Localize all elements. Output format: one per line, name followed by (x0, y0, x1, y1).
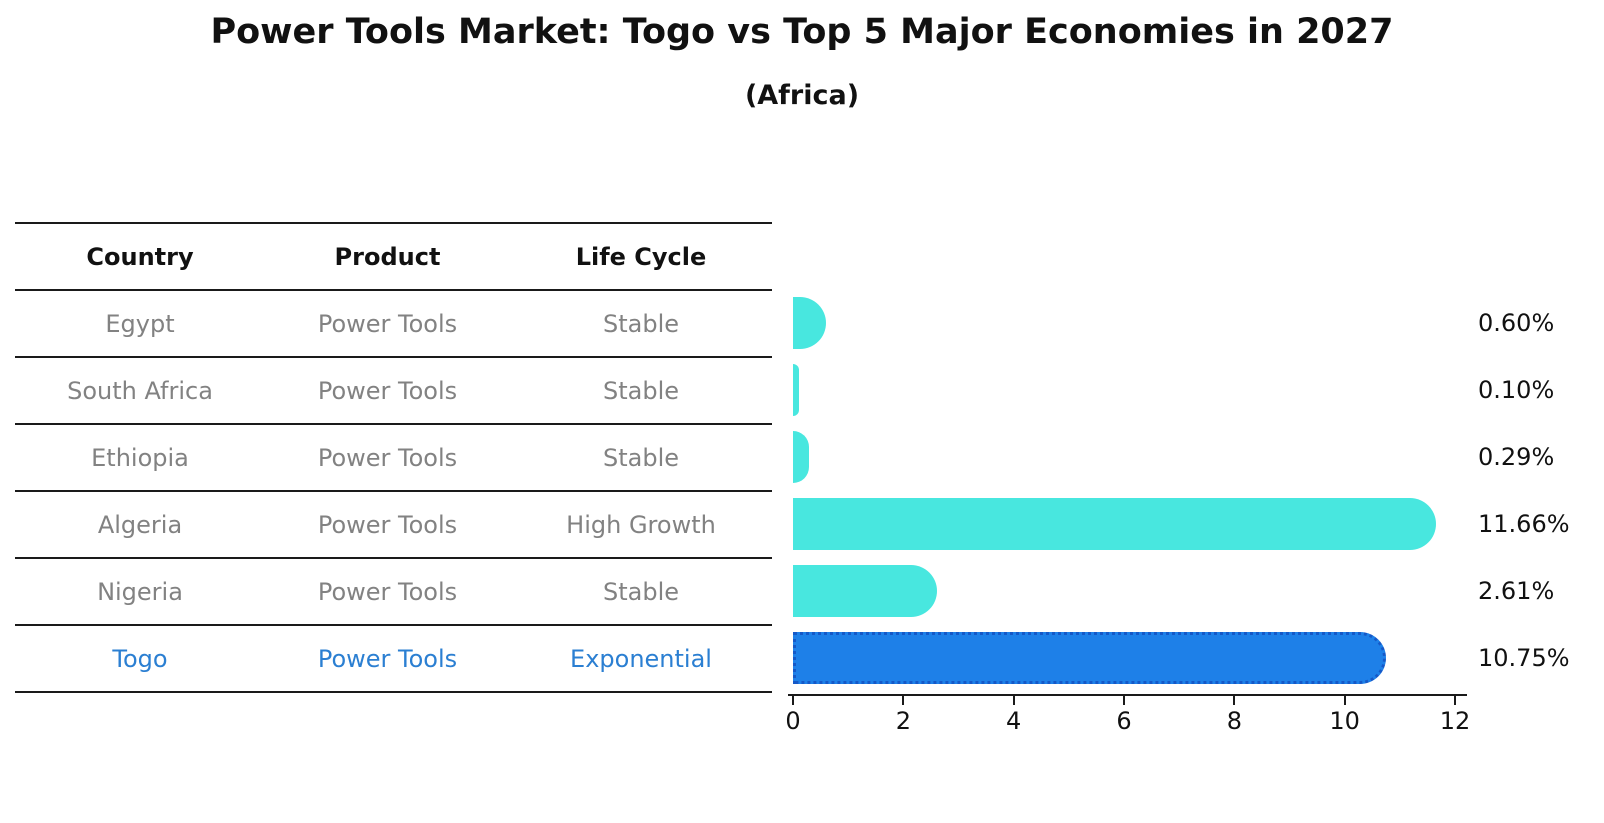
bar-row (793, 557, 1493, 624)
x-tick-label: 8 (1226, 707, 1242, 735)
bar-algeria (793, 497, 1437, 550)
bar-row (793, 490, 1493, 557)
x-tick-mark (1123, 696, 1125, 705)
x-tick: 10 (1315, 696, 1375, 735)
col-header-country: Country (86, 242, 194, 271)
cell-country: Ethiopia (91, 443, 189, 472)
cell-product: Power Tools (317, 309, 458, 338)
x-tick-mark (1012, 696, 1015, 705)
x-axis-line (788, 694, 1467, 696)
cell-product: Power Tools (317, 510, 458, 539)
bar-value-label-togo: 10.75% (1478, 643, 1570, 672)
chart-title: Power Tools Market: Togo vs Top 5 Major … (210, 12, 1394, 52)
x-tick-label: 6 (1116, 707, 1132, 735)
cell-lifecycle: Stable (602, 309, 680, 338)
bar-togo (793, 631, 1387, 684)
bar-ethiopia (793, 430, 809, 483)
x-tick-mark (1233, 696, 1236, 705)
bar-row (793, 289, 1493, 356)
x-tick: 0 (763, 696, 823, 735)
bar-value-label-ethiopia: 0.29% (1478, 442, 1555, 471)
bar-row (793, 624, 1493, 691)
cell-product: Power Tools (317, 577, 458, 606)
x-tick: 4 (984, 696, 1044, 735)
bar-value-label-nigeria: 2.61% (1478, 576, 1555, 605)
table-row-algeria: Algeria Power Tools High Growth (15, 492, 772, 559)
cell-country: Togo (112, 644, 168, 673)
x-tick: 8 (1204, 696, 1264, 735)
x-tick-mark (792, 696, 794, 705)
cell-country: Algeria (97, 510, 183, 539)
chart-subtitle: (Africa) (744, 80, 860, 111)
table-row-south-africa: South Africa Power Tools Stable (15, 358, 772, 425)
table-row-togo: Togo Power Tools Exponential (15, 626, 772, 693)
cell-lifecycle: High Growth (566, 510, 716, 539)
bar-value-label-egypt: 0.60% (1478, 308, 1555, 337)
x-tick-mark (1343, 696, 1346, 705)
col-header-lifecycle: Life Cycle (575, 242, 707, 271)
bar-nigeria (793, 564, 937, 617)
x-axis: 0 2 4 6 8 10 12 (785, 696, 1493, 756)
bar-row (793, 356, 1493, 423)
bar-value-label-algeria: 11.66% (1478, 509, 1570, 538)
cell-country: Nigeria (97, 577, 183, 606)
bar-south-africa (793, 363, 799, 416)
x-tick: 12 (1425, 696, 1485, 735)
table-row-ethiopia: Ethiopia Power Tools Stable (15, 425, 772, 492)
table-row-nigeria: Nigeria Power Tools Stable (15, 559, 772, 626)
x-tick-label: 12 (1439, 707, 1471, 735)
x-tick: 2 (873, 696, 933, 735)
country-table: Country Product Life Cycle Egypt Power T… (15, 222, 772, 693)
cell-lifecycle: Exponential (570, 644, 712, 673)
cell-country: South Africa (67, 376, 213, 405)
cell-lifecycle: Stable (602, 376, 680, 405)
x-tick-label: 2 (895, 707, 911, 735)
x-tick-label: 0 (785, 707, 801, 735)
x-tick-mark (1454, 696, 1456, 705)
cell-country: Egypt (105, 309, 175, 338)
cell-product: Power Tools (317, 644, 458, 673)
x-tick-label: 4 (1006, 707, 1022, 735)
value-label-column: 0.60% 0.10% 0.29% 11.66% 2.61% 10.75% (1478, 289, 1570, 691)
cell-product: Power Tools (317, 376, 458, 405)
bar-egypt (793, 296, 827, 349)
cell-product: Power Tools (317, 443, 458, 472)
bar-row (793, 423, 1493, 490)
cell-lifecycle: Stable (602, 443, 680, 472)
x-tick-label: 10 (1329, 707, 1360, 735)
x-tick-mark (902, 696, 905, 705)
table-row-egypt: Egypt Power Tools Stable (15, 291, 772, 358)
cell-lifecycle: Stable (602, 577, 680, 606)
bar-chart (793, 289, 1493, 691)
bar-value-label-south-africa: 0.10% (1478, 375, 1555, 404)
table-header-row: Country Product Life Cycle (15, 224, 772, 291)
x-tick: 6 (1094, 696, 1154, 735)
col-header-product: Product (334, 242, 441, 271)
